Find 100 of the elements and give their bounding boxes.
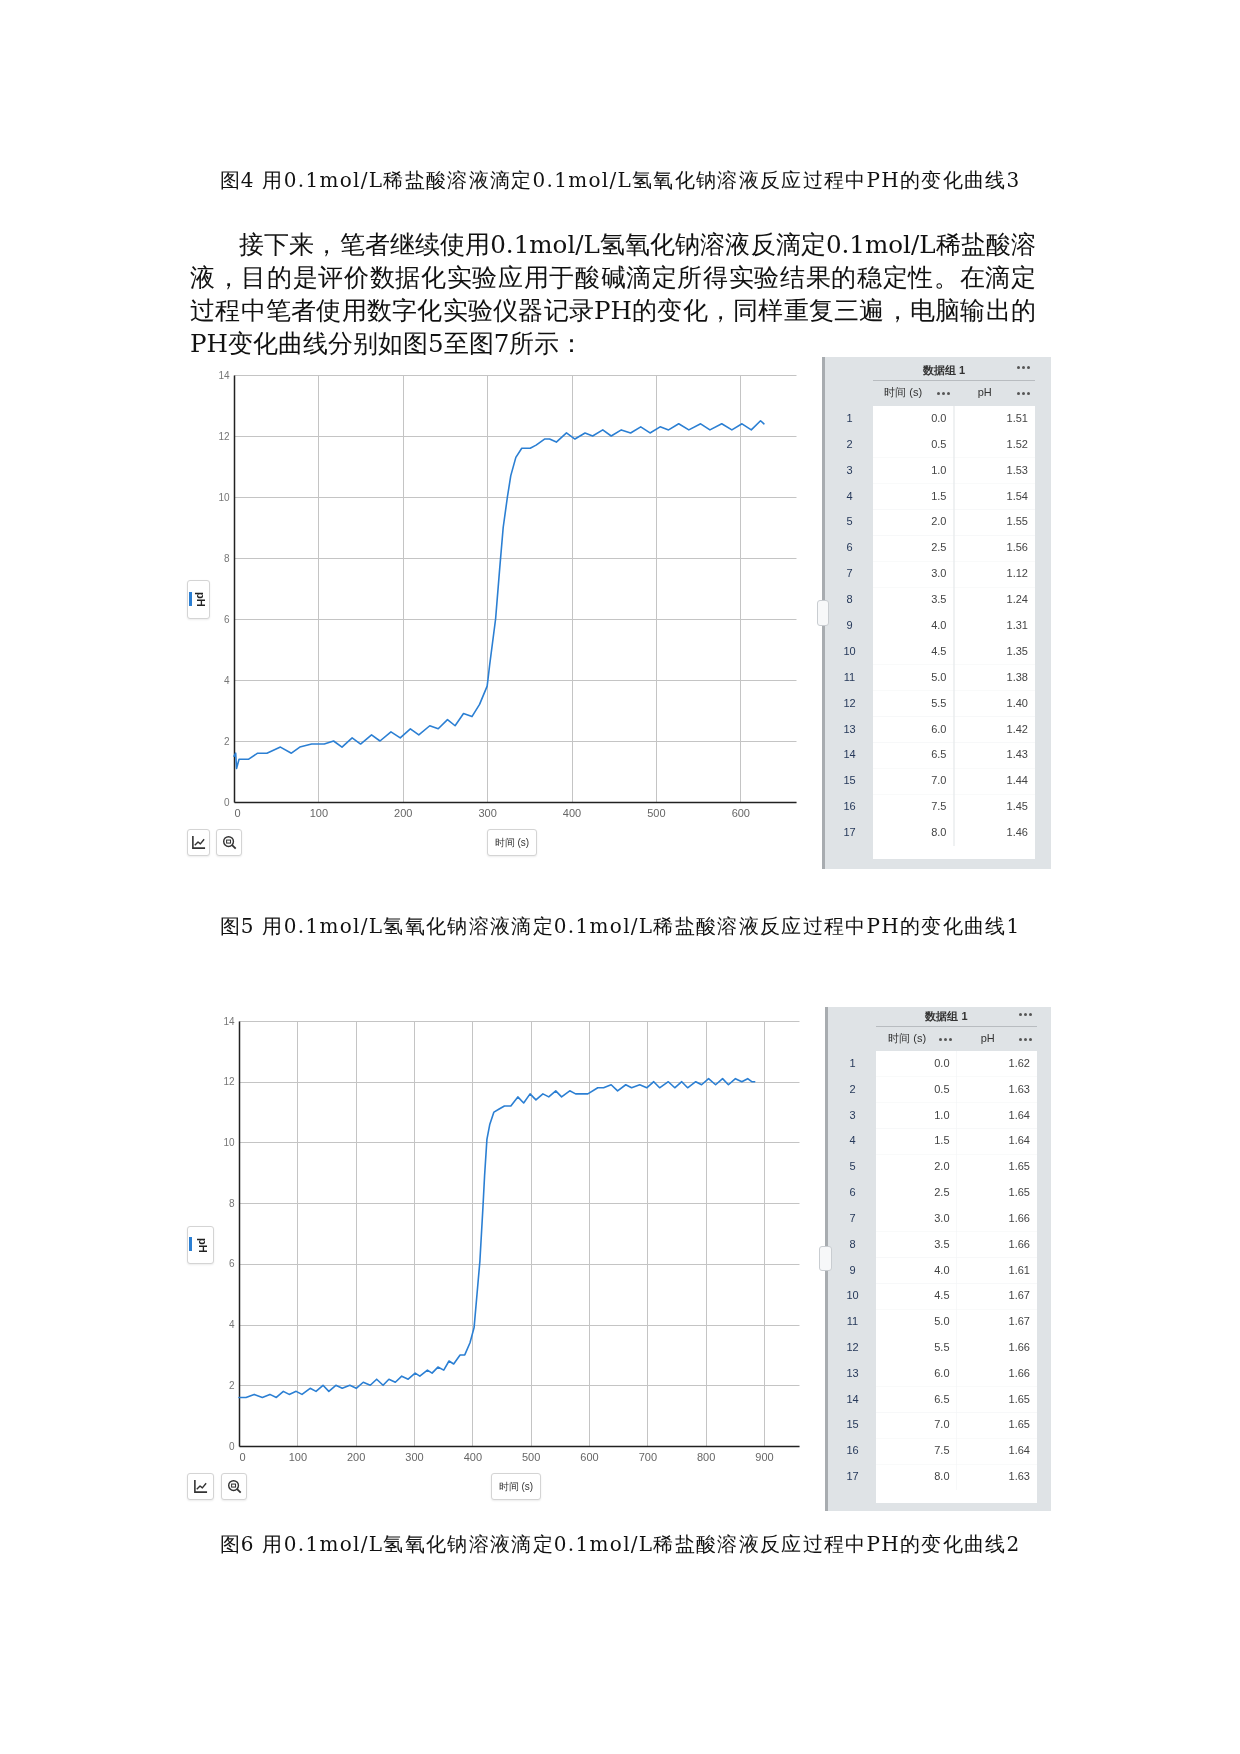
y-tick-label: 2	[223, 735, 230, 747]
data-label: 1.43	[1006, 748, 1028, 761]
data-label: 1.31	[1006, 619, 1028, 631]
y-tick-label: 15	[846, 1418, 859, 1431]
data-label: 1.66	[1008, 1366, 1030, 1379]
data-label: 1.45	[1006, 800, 1028, 813]
data-label: 1.46	[1006, 826, 1028, 839]
data-label: 1.54	[1006, 489, 1028, 502]
y-tick-label: 14	[846, 1392, 859, 1405]
data-label: 1.65	[1008, 1418, 1030, 1431]
data-label: 1.35	[1006, 644, 1028, 657]
data-label: 1.63	[1008, 1470, 1030, 1483]
y-tick-label: 17	[846, 1470, 859, 1483]
y-tick-label: 8	[223, 552, 230, 564]
x-tick-label: 200	[394, 806, 413, 819]
data-label: 4.0	[931, 619, 947, 631]
data-label: 1.42	[1006, 722, 1028, 735]
data-label: 1.5	[931, 489, 947, 502]
data-label: 7.5	[934, 1444, 950, 1457]
y-tick-label: 6	[223, 613, 230, 625]
data-label: 8.0	[934, 1470, 950, 1483]
x-tick-label: 500	[647, 806, 666, 819]
data-label: 1.0	[934, 1108, 950, 1121]
x-tick-label: 200	[346, 1450, 366, 1463]
x-tick-label: 300	[405, 1450, 424, 1463]
data-label: 6.0	[934, 1366, 950, 1379]
data-label: 0.5	[931, 437, 947, 450]
x-tick-label: 0	[239, 1450, 246, 1463]
y-tick-label: 7	[849, 1211, 856, 1224]
data-label: 4.5	[934, 1289, 950, 1302]
y-tick-label: 6	[846, 541, 853, 554]
y-tick-label: 13	[846, 1366, 859, 1379]
data-label: 3.0	[931, 567, 947, 580]
caption: 图4 用0.1mol/L稀盐酸溶液滴定0.1mol/L氢氧化钠溶液反应过程中PH的变化曲线3	[218, 168, 1022, 192]
data-label: 1.61	[1008, 1263, 1030, 1276]
y-tick-label: 14	[218, 369, 230, 381]
y-tick-label: 16	[843, 800, 856, 813]
y-tick-label: 4	[223, 674, 230, 686]
data-label: 2.5	[931, 541, 947, 554]
data-label: 1.64	[1008, 1108, 1030, 1121]
y-tick-label: 12	[843, 696, 856, 709]
y-tick-label: 13	[843, 722, 856, 735]
y-tick-label: 9	[846, 619, 853, 631]
y-tick-label: 1	[846, 411, 853, 424]
y-tick-label: 0	[223, 796, 230, 808]
y-tick-label: 2	[849, 1082, 856, 1095]
data-label: 5.5	[934, 1340, 950, 1353]
data-label: 1.62	[1008, 1056, 1030, 1069]
line-series	[238, 1077, 756, 1399]
x-tick-label: 500	[521, 1450, 541, 1463]
y-tick-label: 16	[846, 1444, 859, 1457]
data-label: 0.0	[931, 411, 947, 424]
data-label: 1.24	[1006, 593, 1028, 606]
y-tick-label: 7	[846, 567, 853, 580]
data-label: 1.65	[1008, 1186, 1030, 1199]
x-tick-label: 600	[580, 1450, 599, 1463]
data-label: 1.52	[1006, 437, 1028, 450]
y-tick-label: 0	[228, 1440, 235, 1452]
y-tick-label: 3	[849, 1108, 856, 1121]
button: 时间 (s)	[487, 829, 537, 856]
text: 图6 用0.1mol/L氢氧化钠溶液滴定0.1mol/L稀盐酸溶液反应过程中PH的变化曲线2	[218, 1532, 1022, 1556]
data-label: 7.0	[934, 1418, 950, 1431]
y-tick-label: 14	[843, 748, 856, 761]
data-label: 1.53	[1006, 463, 1028, 476]
data-label: 6.5	[934, 1392, 950, 1405]
y-tick-label: 1	[849, 1056, 856, 1069]
data-label: 1.67	[1008, 1289, 1030, 1302]
data-label: 1.40	[1006, 696, 1028, 709]
y-tick-label: 12	[846, 1340, 859, 1353]
button: pH	[187, 1226, 214, 1264]
x-tick-label: 100	[288, 1450, 308, 1463]
data-label: 1.67	[1008, 1315, 1030, 1328]
data-label: 1.66	[1008, 1340, 1030, 1353]
y-tick-label: 9	[849, 1263, 856, 1276]
y-tick-label: 10	[223, 1136, 235, 1148]
data-label: 7.5	[931, 800, 947, 813]
y-tick-label: 11	[846, 1315, 859, 1328]
y-tick-label: 5	[846, 515, 853, 528]
y-tick-label: 10	[846, 1289, 859, 1302]
data-label: 1.12	[1006, 567, 1028, 580]
y-tick-label: 11	[843, 670, 856, 683]
data-label: 2.5	[934, 1186, 950, 1199]
data-label: 4.0	[934, 1263, 950, 1276]
data-label: 6.0	[931, 722, 947, 735]
y-tick-label: 14	[223, 1015, 235, 1027]
data-label: 1.55	[1006, 515, 1028, 528]
text: 接下来，笔者继续使用0.1mol/L氢氧化钠溶液反滴定0.1mol/L稀盐酸溶液，目的是评价数据化实验应用于酸碱滴定所得实验结果的稳定性。在滴定过程中笔者使用数字化实验仪器记录PH的变化，同样重复三遍，电脑输出的PH变化曲线分别如图5至图7所示：	[190, 229, 1036, 360]
data-label: 3.0	[934, 1211, 950, 1224]
y-tick-label: 10	[218, 491, 230, 503]
data-label: 1.56	[1006, 541, 1028, 554]
data-label: 2.0	[934, 1160, 950, 1173]
x-tick-label: 600	[731, 806, 750, 819]
data-label: 1.5	[934, 1134, 950, 1147]
x-tick-label: 800	[696, 1450, 716, 1463]
data-label: 1.38	[1006, 670, 1028, 683]
y-tick-label: 8	[846, 593, 853, 606]
data-label: 6.5	[931, 748, 947, 761]
y-tick-label: 4	[228, 1319, 235, 1331]
data-label: 1.65	[1008, 1392, 1030, 1405]
y-tick-label: 4	[849, 1134, 856, 1147]
